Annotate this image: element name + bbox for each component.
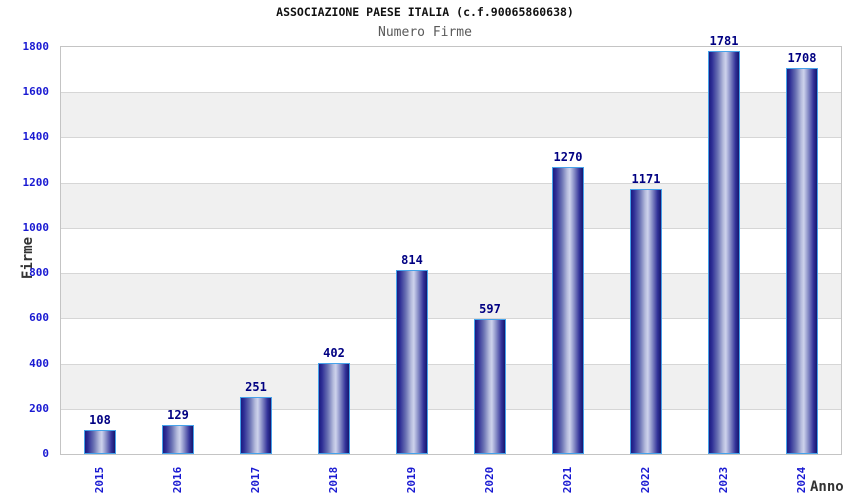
bar-2023 [708, 51, 740, 454]
x-tick-label: 2017 [249, 466, 262, 494]
gridline [61, 408, 841, 410]
y-tick-label: 1800 [22, 40, 50, 53]
bar-2020 [474, 319, 506, 454]
gridline [61, 363, 841, 365]
y-tick-label: 1200 [22, 175, 50, 189]
x-tick-label: 2024 [795, 466, 808, 494]
bar-value-label: 1270 [553, 150, 583, 164]
y-tick-label: 600 [29, 311, 49, 325]
gridline [61, 273, 841, 275]
bar-value-label: 814 [401, 253, 423, 267]
bar-value-label: 402 [323, 346, 345, 360]
y-tick-label: 800 [29, 266, 49, 280]
plot-area [60, 46, 842, 455]
x-axis-title: Anno [810, 479, 844, 495]
x-tick-label: 2021 [561, 466, 574, 494]
bar-value-label: 597 [479, 302, 501, 316]
x-tick-label: 2019 [405, 466, 418, 494]
bar-value-label: 251 [245, 380, 267, 394]
bar-2022 [630, 189, 662, 454]
gridline [61, 92, 841, 94]
y-tick-label: 1600 [22, 85, 50, 99]
y-tick-label: 200 [29, 401, 49, 415]
bar-2018 [318, 363, 350, 454]
bar-2021 [552, 167, 584, 454]
gridline [61, 137, 841, 139]
bar-2015 [84, 430, 116, 454]
chart-subtitle: Numero Firme [378, 25, 472, 40]
bar-value-label: 108 [89, 413, 111, 427]
x-tick-label: 2020 [483, 466, 496, 494]
gridline [61, 227, 841, 229]
y-tick-label: 1000 [22, 220, 50, 234]
y-tick-label: 0 [42, 447, 49, 460]
gridline [61, 318, 841, 320]
gridline [61, 182, 841, 184]
bar-2017 [240, 397, 272, 454]
x-tick-label: 2016 [171, 466, 184, 494]
bar-value-label: 1708 [787, 51, 817, 65]
chart-title: ASSOCIAZIONE PAESE ITALIA (c.f.900658606… [276, 5, 574, 19]
bar-2016 [162, 425, 194, 454]
bar-value-label: 129 [167, 408, 189, 422]
bar-value-label: 1781 [709, 34, 739, 48]
x-tick-label: 2018 [327, 466, 340, 494]
x-tick-label: 2023 [717, 466, 730, 494]
y-tick-label: 400 [29, 356, 49, 370]
bar-2024 [786, 68, 818, 454]
bar-2019 [396, 270, 428, 454]
x-tick-label: 2022 [639, 466, 652, 494]
x-tick-label: 2015 [93, 466, 106, 494]
bar-value-label: 1171 [631, 172, 661, 186]
y-tick-label: 1400 [22, 130, 50, 144]
